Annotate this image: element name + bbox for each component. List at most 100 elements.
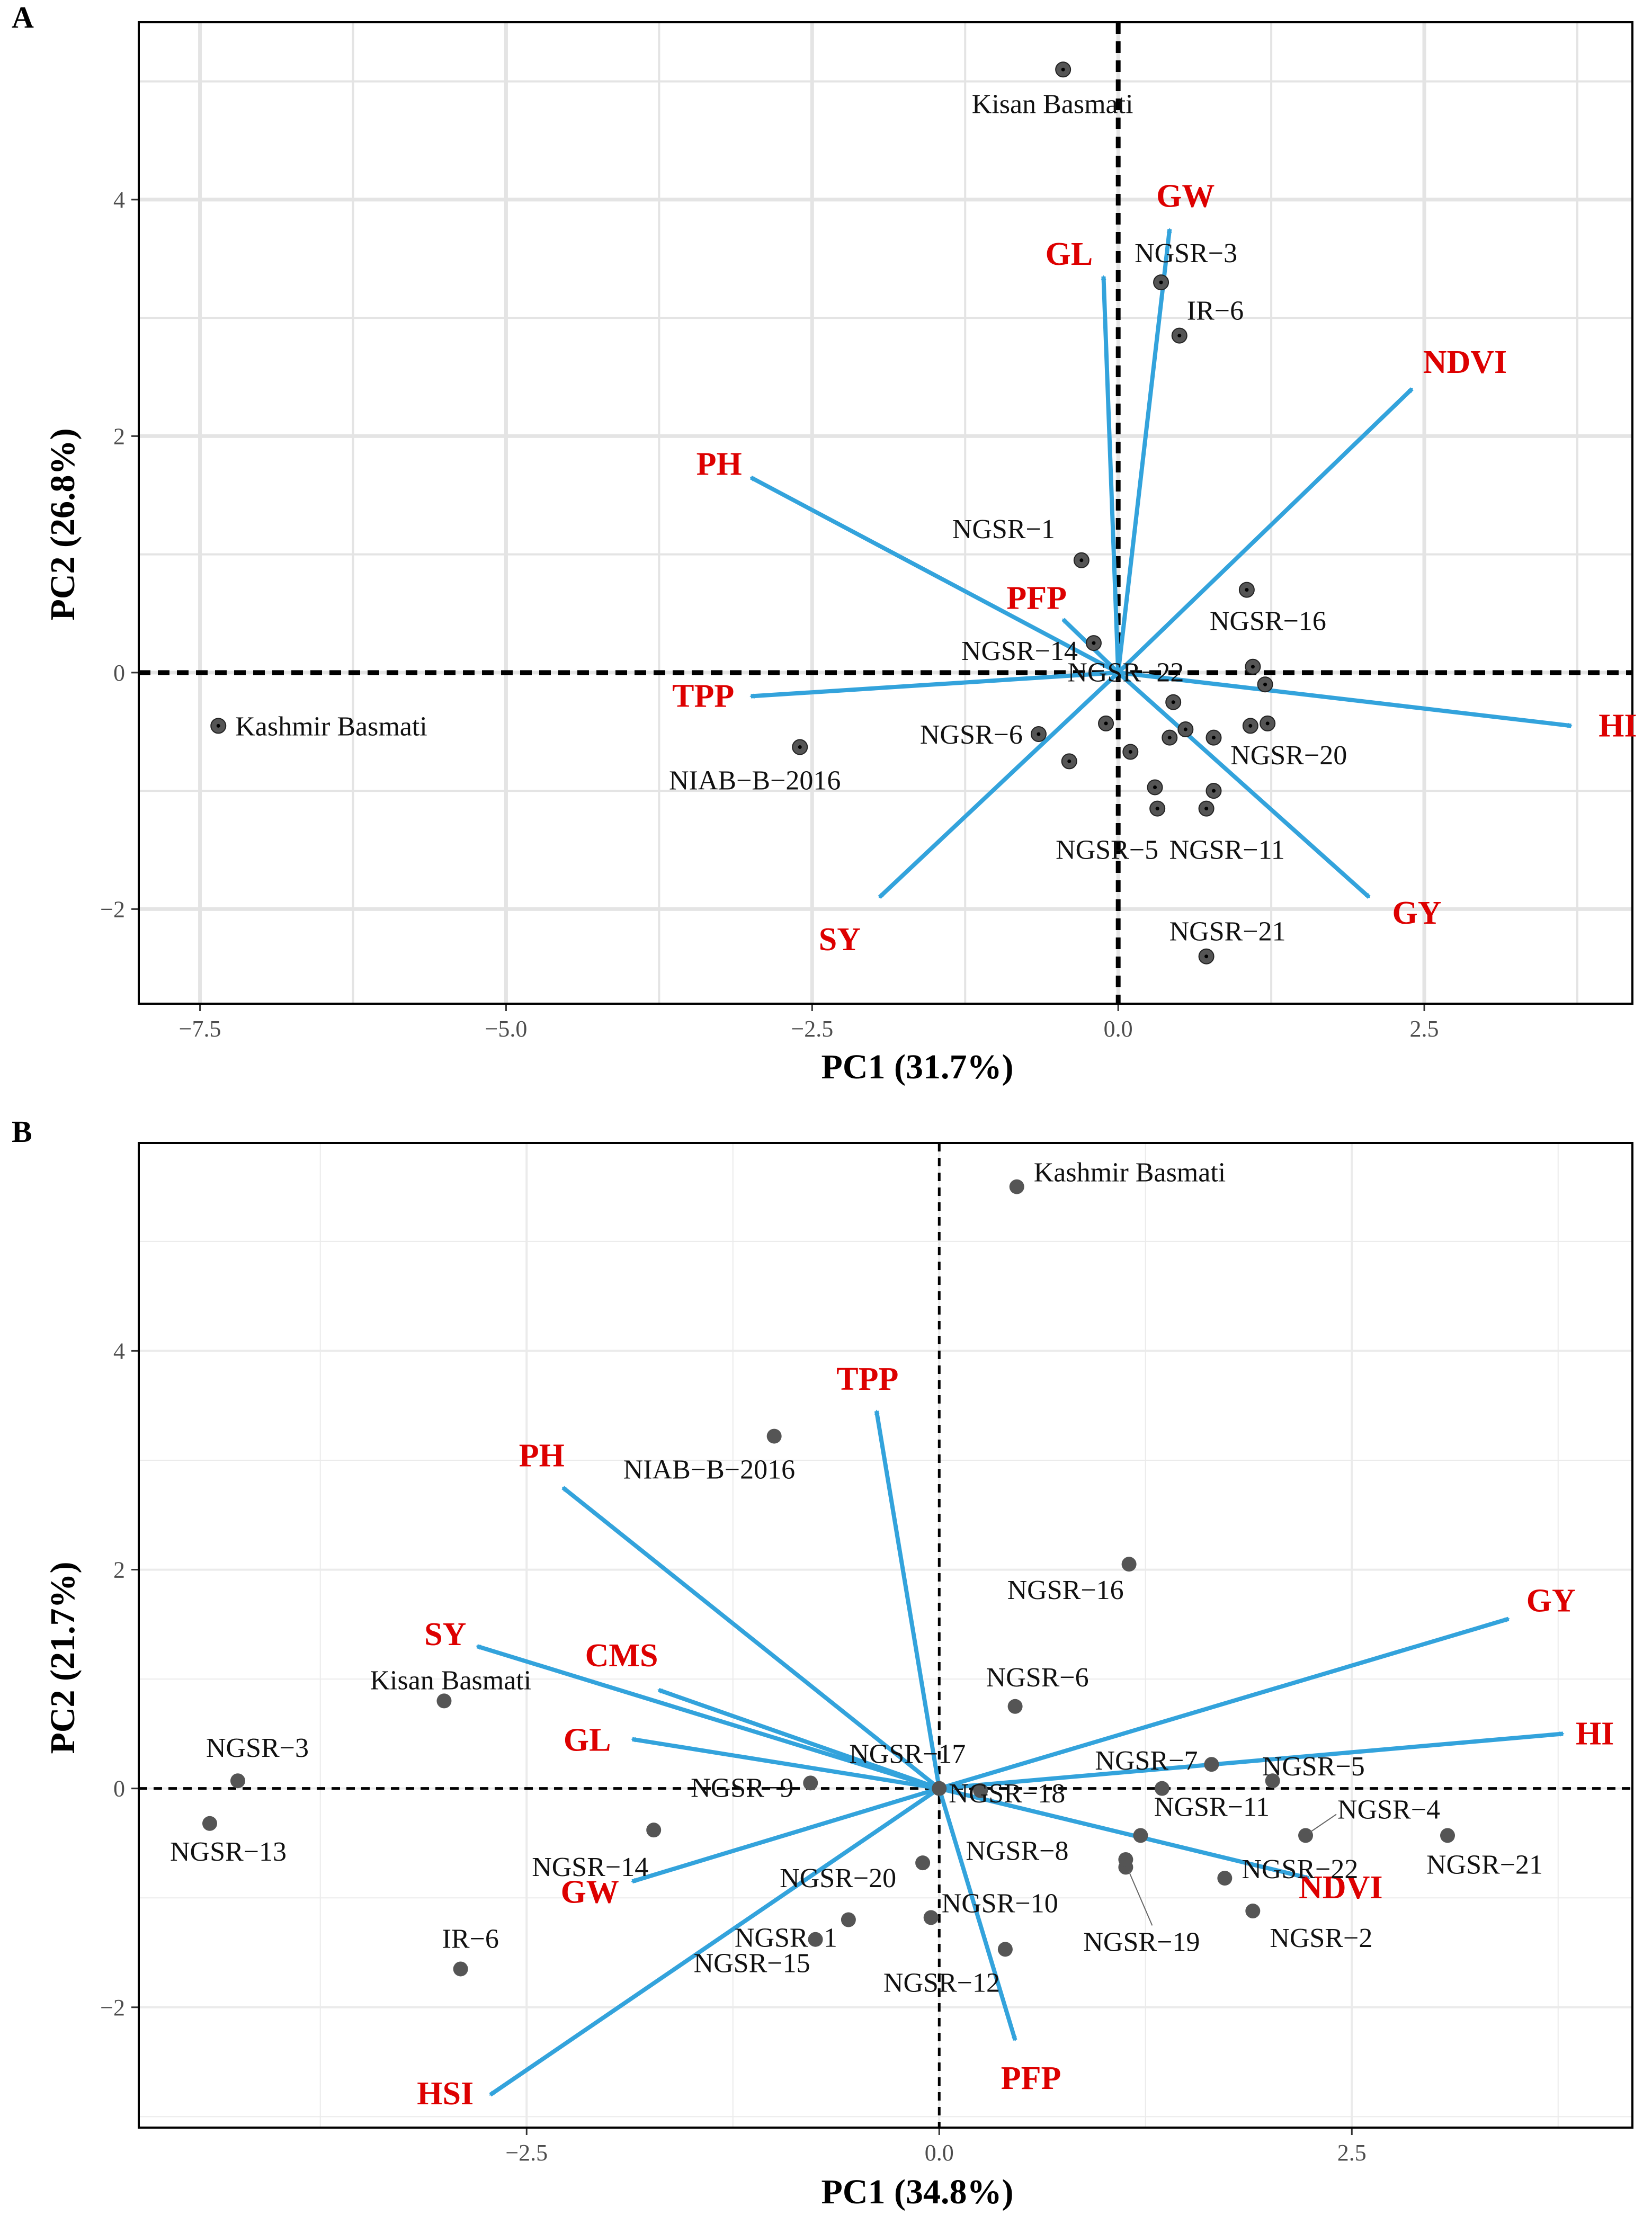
x-tick-label: −2.5: [505, 2140, 548, 2166]
point-label: NGSR−18: [949, 1779, 1065, 1809]
point-label: NGSR−9: [691, 1773, 793, 1803]
point: [1217, 1871, 1233, 1886]
vector-gy: [939, 1616, 1508, 1791]
point-center: [1177, 334, 1182, 338]
x-tick-label: −2.5: [791, 1016, 833, 1042]
point-label: NGSR−6: [920, 720, 1023, 750]
point-label: Kashmir Basmati: [1034, 1158, 1226, 1188]
point-label: IR−6: [1187, 296, 1244, 326]
point: [1245, 1904, 1261, 1919]
point-center: [1211, 789, 1216, 793]
y-tick-label: −2: [100, 1995, 125, 2021]
point-label: NGSR−20: [780, 1863, 896, 1894]
vector-label-ph: PH: [696, 446, 742, 483]
point: [803, 1775, 818, 1791]
point-label: NGSR−5: [1262, 1752, 1365, 1782]
vector-ph: [561, 1486, 941, 1790]
point-label: Kisan Basmati: [972, 89, 1133, 119]
vector-label-gw: GW: [561, 1874, 619, 1910]
point-label: NGSR−12: [883, 1968, 1000, 1998]
point-center: [1251, 665, 1255, 669]
point-label: NGSR−22: [1242, 1854, 1358, 1884]
panel-label: B: [12, 1114, 32, 1149]
vector-label-sy: SY: [819, 922, 861, 958]
point-center: [1263, 682, 1267, 686]
gridlines: [139, 1143, 1632, 2128]
y-axis-title: PC2 (26.8%): [43, 428, 82, 621]
point: [646, 1823, 662, 1838]
point-center: [1204, 954, 1209, 959]
point-label: NGSR−19: [1083, 1927, 1200, 1957]
point: [230, 1773, 245, 1789]
vector-label-gl: GL: [564, 1722, 611, 1758]
point-center: [216, 724, 220, 728]
point-label: NGSR−16: [1210, 606, 1326, 637]
point-label: NGSR−5: [1056, 835, 1158, 865]
point-center: [1079, 558, 1084, 562]
point-label: NIAB−B−2016: [623, 1455, 795, 1485]
point-label: NGSR−17: [849, 1739, 966, 1770]
vector-tpp: [874, 1411, 942, 1789]
vector-gy: [1117, 671, 1371, 899]
y-tick-label: −2: [100, 896, 125, 922]
plot-border: [138, 21, 1633, 1005]
point: [1440, 1828, 1455, 1843]
point-center: [1183, 727, 1187, 731]
leader-line: [1309, 1814, 1337, 1833]
vector-gl: [632, 1737, 940, 1791]
point-label: NGSR−7: [1095, 1746, 1198, 1776]
point-label: NIAB−B−2016: [669, 766, 841, 796]
point-label: NGSR−6: [986, 1663, 1089, 1693]
vector-label-gy: GY: [1526, 1583, 1576, 1619]
point: [973, 1783, 988, 1798]
point-label: NGSR−11: [1169, 835, 1285, 865]
point-label: Kisan Basmati: [370, 1665, 531, 1695]
loading-vectors: TPP PH SY CMS GL GW HSI PFP NDVI HI GY: [417, 1361, 1614, 2112]
panel-label: A: [12, 0, 34, 34]
vector-ndvi: [939, 1786, 1309, 1880]
axes: −2.5 0.0 2.5 −2 0 2 4: [100, 1142, 1633, 2166]
point-center: [1128, 749, 1132, 754]
point-center: [1171, 700, 1175, 704]
y-axis-title: PC2 (21.7%): [43, 1562, 82, 1754]
vector-label-sy: SY: [424, 1616, 466, 1653]
plot-border: [138, 1142, 1633, 2129]
point-center: [1248, 724, 1253, 728]
vector-label-cms: CMS: [585, 1638, 658, 1674]
point: [1154, 1781, 1169, 1796]
point-center: [1167, 736, 1172, 740]
vector-sy: [477, 1644, 940, 1791]
point-center: [1245, 588, 1249, 592]
loading-vectors: GW GL NDVI PH PFP TPP HI SY GY: [672, 178, 1637, 958]
vector-hi: [1118, 670, 1571, 726]
vector-tpp: [751, 670, 1119, 696]
point: [1133, 1828, 1148, 1843]
x-tick-label: 0.0: [925, 2140, 954, 2166]
point-label: NGSR−20: [1230, 740, 1347, 771]
vector-label-hi: HI: [1576, 1716, 1614, 1752]
vector-label-gl: GL: [1046, 236, 1093, 272]
point-label: NGSR−10: [942, 1888, 1058, 1918]
point: [997, 1942, 1013, 1957]
vector-label-pfp: PFP: [1001, 2060, 1061, 2096]
point-label: NGSR−21: [1426, 1850, 1543, 1880]
point-center: [1211, 736, 1216, 740]
point-label: NGSR−8: [966, 1836, 1068, 1866]
vector-label-gw: GW: [1156, 178, 1215, 215]
point-label: Kashmir Basmati: [235, 711, 427, 742]
point: [1265, 1773, 1280, 1789]
point-center: [1153, 785, 1157, 789]
point: [1118, 1852, 1133, 1867]
y-tick-label: 2: [113, 1557, 125, 1583]
observation-points: Kashmir Basmati NIAB−B−2016 NGSR−16 NGSR−6 K…: [170, 1158, 1543, 1998]
vector-cms: [659, 1688, 940, 1791]
vector-hsi: [489, 1787, 941, 2097]
point-center: [1159, 280, 1163, 284]
vector-label-hsi: HSI: [417, 2076, 474, 2112]
point-label: NGSR−11: [1154, 1792, 1270, 1823]
gridlines: [139, 22, 1632, 1004]
point-label: NGSR−3: [1135, 238, 1237, 269]
point: [841, 1912, 856, 1927]
vector-label-tpp: TPP: [836, 1361, 898, 1397]
